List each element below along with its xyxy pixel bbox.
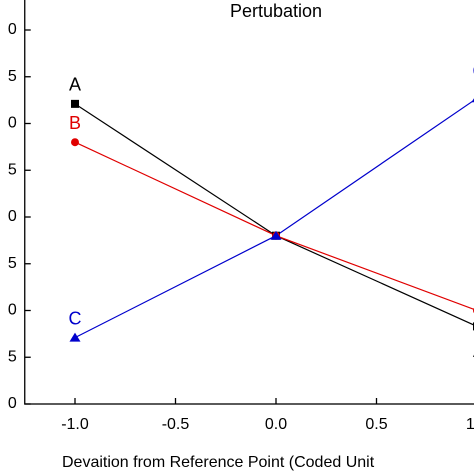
marker [69,332,81,342]
x-axis-label: Devaition from Reference Point (Coded Un… [62,454,375,471]
series-label: B [69,113,81,133]
x-tick-label: -0.5 [162,416,190,433]
marker [71,138,79,147]
y-tick-label: 5 [8,68,17,85]
series-line [74,99,474,339]
series-label: B [473,325,474,345]
y-tick-label: 5 [8,255,17,272]
x-tick-label: -1.0 [61,416,89,433]
y-tick-label: 0 [8,21,17,38]
series-label: A [473,341,474,361]
plot-frame [24,0,474,405]
y-tick-label: 5 [8,348,17,365]
y-tick-label: 0 [8,208,17,225]
series-label: A [69,75,81,95]
series-label: C [473,61,474,81]
marker [71,99,79,108]
series-line [74,141,474,311]
y-tick-label: 0 [8,395,17,412]
series-line [74,103,474,326]
x-tick-label: 0.5 [365,416,387,433]
series-label: C [69,308,82,328]
y-tick-label: 5 [8,161,17,178]
x-tick-label: 0.0 [265,416,287,433]
marker [270,230,282,240]
marker [471,98,474,103]
y-tick-label: 0 [8,302,17,319]
x-tick-label: 1.0 [466,416,474,433]
chart-title: Pertubation [230,1,322,21]
y-tick-label: 0 [8,115,17,132]
